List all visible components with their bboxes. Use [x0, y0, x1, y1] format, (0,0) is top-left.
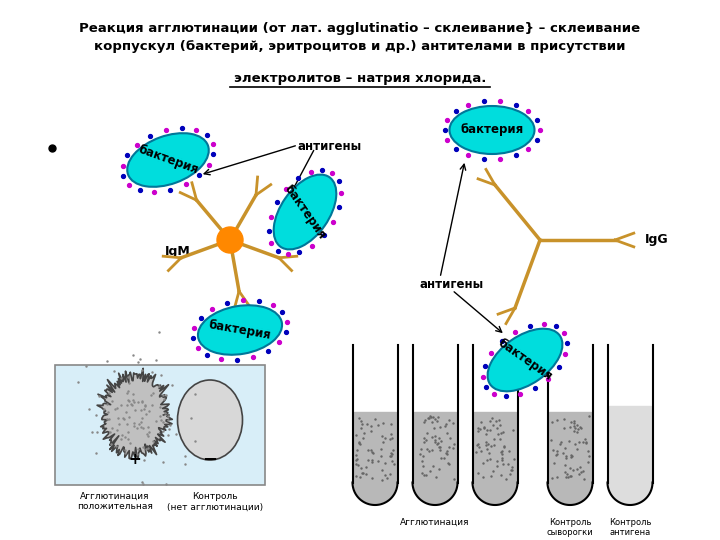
Text: антигены: антигены — [420, 278, 485, 291]
Text: бактерия: бактерия — [495, 336, 554, 383]
Circle shape — [217, 227, 243, 253]
Text: −: − — [202, 451, 217, 469]
Polygon shape — [354, 483, 396, 503]
Polygon shape — [97, 368, 172, 459]
Polygon shape — [549, 483, 591, 503]
Polygon shape — [609, 483, 651, 503]
Text: +: + — [129, 453, 141, 468]
Text: Агглютинация: Агглютинация — [400, 518, 469, 527]
Text: корпускул (бактерий, эритроцитов и др.) антителами в присутствии: корпускул (бактерий, эритроцитов и др.) … — [94, 40, 626, 53]
Ellipse shape — [178, 380, 243, 460]
Text: Агглютинация
положительная: Агглютинация положительная — [77, 492, 153, 511]
Text: бактерия: бактерия — [208, 318, 272, 342]
Text: IgM: IgM — [165, 246, 191, 259]
Ellipse shape — [449, 106, 534, 154]
Ellipse shape — [487, 329, 562, 392]
Text: бактерия: бактерия — [136, 143, 200, 177]
Text: бактерия: бактерия — [282, 183, 328, 241]
Ellipse shape — [127, 133, 209, 187]
FancyBboxPatch shape — [55, 365, 265, 485]
Polygon shape — [549, 412, 591, 483]
Polygon shape — [474, 483, 516, 503]
Text: IgG: IgG — [645, 233, 669, 246]
Polygon shape — [414, 412, 456, 483]
Text: антигены: антигены — [298, 140, 362, 153]
Ellipse shape — [198, 305, 282, 355]
Text: Реакция агглютинации (от лат. agglutinatio – склеивание} – склеивание: Реакция агглютинации (от лат. agglutinat… — [79, 22, 641, 35]
Text: Контроль
антигена: Контроль антигена — [609, 518, 651, 537]
Text: бактерия: бактерия — [460, 124, 523, 137]
Text: Контроль
сыворогки: Контроль сыворогки — [546, 518, 593, 537]
Polygon shape — [414, 483, 456, 503]
Polygon shape — [354, 412, 396, 483]
Ellipse shape — [274, 174, 336, 249]
Text: электролитов – натрия хлорида.: электролитов – натрия хлорида. — [234, 72, 486, 85]
Polygon shape — [609, 406, 651, 483]
Text: Контроль
(нет агглютинации): Контроль (нет агглютинации) — [167, 492, 263, 511]
Polygon shape — [474, 412, 516, 483]
